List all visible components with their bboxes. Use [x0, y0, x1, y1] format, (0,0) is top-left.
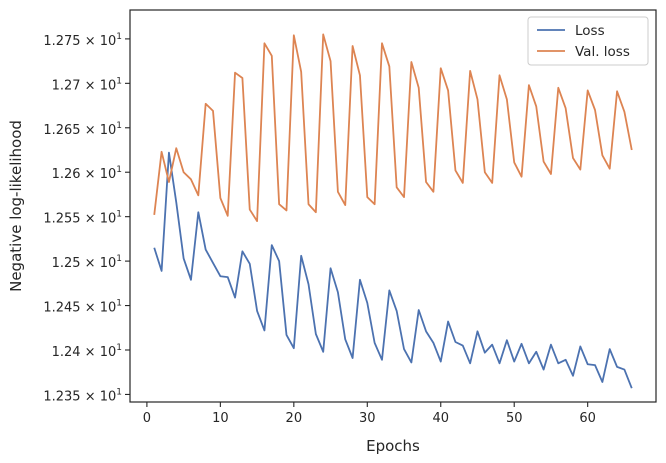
plot-frame — [129, 9, 657, 403]
x-tick-label: 60 — [579, 411, 596, 426]
y-tick-label: 1.245 × 101 — [43, 299, 122, 316]
y-tick-label: 1.25 × 101 — [52, 254, 122, 271]
y-axis-ticks: 1.235 × 101 1.24 × 101 1.245 × 101 1.25 × 1… — [43, 32, 130, 404]
series-layer — [153, 33, 633, 389]
series-line-val-loss — [153, 33, 633, 223]
x-tick-label: 40 — [432, 411, 449, 426]
x-axis-label: Epochs — [366, 437, 420, 455]
x-tick-label: 10 — [212, 411, 229, 426]
legend: Loss Val. loss — [527, 16, 649, 66]
x-tick-label: 0 — [143, 411, 151, 426]
y-tick-label: 1.275 × 101 — [43, 32, 122, 49]
y-tick-label: 1.26 × 101 — [52, 165, 122, 182]
y-tick-label: 1.27 × 101 — [52, 76, 122, 93]
x-tick-label: 30 — [359, 411, 376, 426]
x-tick-label: 50 — [506, 411, 523, 426]
y-tick-label: 1.255 × 101 — [43, 210, 122, 227]
y-tick-label: 1.235 × 101 — [43, 387, 122, 404]
legend-label-val-loss: Val. loss — [575, 44, 630, 60]
legend-box — [527, 16, 649, 66]
x-axis-ticks: 0 10 20 30 40 50 60 — [143, 402, 596, 426]
y-tick-label: 1.24 × 101 — [52, 343, 122, 360]
y-axis-label: Negative log-likelihood — [7, 120, 25, 292]
x-tick-label: 20 — [286, 411, 303, 426]
series-line-loss — [153, 151, 633, 389]
y-tick-label: 1.265 × 101 — [43, 121, 122, 138]
legend-label-loss: Loss — [575, 23, 605, 39]
